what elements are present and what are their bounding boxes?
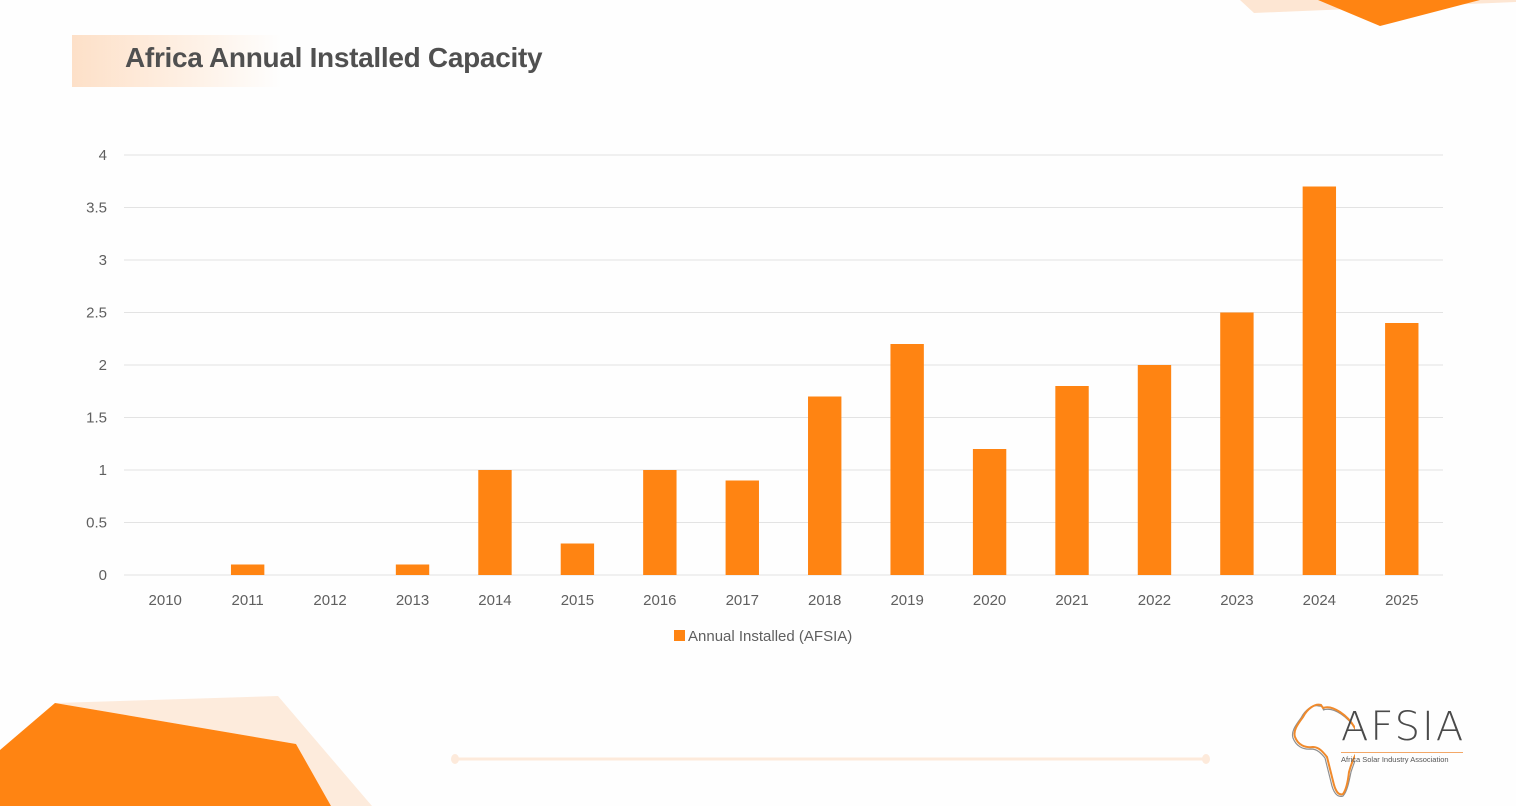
bar-2022 bbox=[1137, 365, 1172, 575]
y-tick-label: 2 bbox=[99, 357, 107, 374]
bar-2017 bbox=[725, 480, 759, 575]
x-tick-label: 2011 bbox=[232, 592, 264, 609]
x-tick-label: 2013 bbox=[396, 592, 429, 609]
bars bbox=[230, 186, 1419, 575]
y-tick-label: 2.5 bbox=[86, 305, 107, 322]
x-tick-label: 2020 bbox=[973, 592, 1006, 609]
slide-title: Africa Annual Installed Capacity bbox=[125, 42, 543, 73]
x-tick-label: 2014 bbox=[478, 592, 511, 609]
bar-2018 bbox=[808, 396, 842, 575]
logo-wordmark: AFSIA bbox=[1341, 704, 1466, 750]
x-tick-label: 2021 bbox=[1055, 592, 1088, 609]
x-tick-label: 2012 bbox=[313, 592, 346, 609]
legend-swatch bbox=[674, 630, 685, 641]
bar-2024 bbox=[1302, 186, 1337, 575]
x-tick-label: 2019 bbox=[890, 592, 923, 609]
y-axis-ticks: 0 0.5 1 1.5 2 2.5 3 3.5 4 bbox=[86, 147, 107, 584]
x-tick-label: 2010 bbox=[149, 592, 182, 609]
x-tick-label: 2017 bbox=[726, 592, 759, 609]
x-tick-label: 2015 bbox=[561, 592, 594, 609]
y-tick-label: 3 bbox=[99, 252, 107, 269]
legend: Annual Installed (AFSIA) bbox=[674, 628, 852, 645]
x-tick-label: 2018 bbox=[808, 592, 841, 609]
bar-2023 bbox=[1220, 312, 1254, 575]
bar-2016 bbox=[643, 470, 677, 575]
y-tick-label: 3.5 bbox=[86, 200, 107, 217]
bar-2020 bbox=[972, 449, 1007, 575]
x-tick-label: 2016 bbox=[643, 592, 676, 609]
bar-2015 bbox=[560, 543, 595, 575]
bar-2014 bbox=[478, 470, 512, 575]
x-axis-ticks: 2010 2011 2012 2013 2014 2015 2016 2017 2018 2019… bbox=[149, 592, 1419, 609]
x-tick-label: 2024 bbox=[1303, 592, 1336, 609]
bar-2013 bbox=[395, 564, 430, 575]
x-tick-label: 2025 bbox=[1385, 592, 1418, 609]
x-tick-label: 2023 bbox=[1220, 592, 1253, 609]
y-tick-label: 1.5 bbox=[86, 410, 107, 427]
bar-2019 bbox=[890, 344, 924, 575]
bar-2011 bbox=[230, 564, 265, 575]
afsia-logo: AFSIA Africa Solar Industry Association bbox=[1285, 700, 1475, 804]
y-tick-label: 0 bbox=[99, 567, 107, 584]
bar-2025 bbox=[1385, 323, 1419, 575]
legend-label: Annual Installed (AFSIA) bbox=[688, 628, 852, 645]
bar-2021 bbox=[1055, 386, 1089, 575]
y-tick-label: 0.5 bbox=[86, 515, 107, 532]
africa-map-icon bbox=[1291, 703, 1355, 797]
y-tick-label: 1 bbox=[99, 462, 107, 479]
x-tick-label: 2022 bbox=[1138, 592, 1171, 609]
logo-divider bbox=[1341, 752, 1463, 753]
y-tick-label: 4 bbox=[99, 147, 107, 164]
logo-tagline: Africa Solar Industry Association bbox=[1341, 755, 1449, 764]
title-highlight bbox=[72, 35, 282, 87]
